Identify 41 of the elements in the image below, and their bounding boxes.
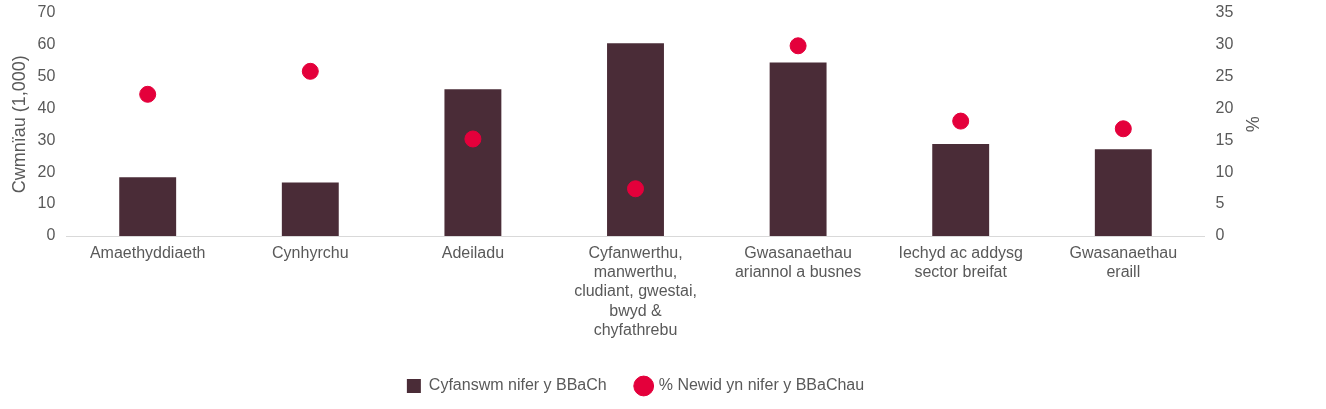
y2-tick-label: 20 [1215,98,1234,116]
point [952,112,970,130]
bar [932,144,990,236]
y2-tick-label: 10 [1215,162,1234,180]
bar [444,89,502,236]
y-tick-label: 60 [37,34,56,52]
x-tick-label: Gwasanaethau eraill [1069,244,1178,281]
x-tick-label: Cynhyrchu [272,244,349,262]
y-axis-title: Cwmnïau (1,000) [8,55,29,194]
point [789,37,807,55]
y-tick-label: 70 [37,3,56,21]
y-tick-label: 0 [46,226,56,244]
y2-tick-label: 30 [1215,34,1234,52]
bar [1094,149,1152,236]
y2-axis-title: % [1242,116,1263,133]
legend-label: % Newid yn nifer y BBaChau [658,376,865,394]
point [627,180,644,198]
point [1114,120,1132,138]
y2-tick-label: 15 [1215,130,1234,148]
bar [281,182,339,236]
x-tick-label: Adeiladu [441,244,505,262]
y-tick-label: 20 [37,162,56,180]
y-tick-label: 10 [37,194,56,212]
point [464,130,482,148]
y2-tick-label: 25 [1215,66,1234,84]
y2-tick-label: 35 [1215,3,1234,21]
bar [769,62,827,236]
x-tick-label: Iechyd ac addysg sector breifat [898,244,1023,281]
legend-label: Cyfanswm nifer y BBaCh [428,376,607,394]
x-tick-label: Amaethyddiaeth [89,244,206,262]
x-tick-label: Gwasanaethau ariannol a busnes [734,244,862,281]
point [139,85,157,103]
y2-tick-label: 0 [1215,226,1225,244]
x-tick-label: Cyfanwerthu, manwerthu, cludiant, gwestai, bwyd & chyfathrebu [574,244,697,338]
y2-tick-label: 5 [1215,194,1225,212]
y-tick-label: 30 [37,130,56,148]
point [301,62,319,80]
y-tick-label: 50 [37,66,56,84]
y-tick-label: 40 [37,98,56,116]
bar [607,43,664,236]
bar [119,177,177,236]
